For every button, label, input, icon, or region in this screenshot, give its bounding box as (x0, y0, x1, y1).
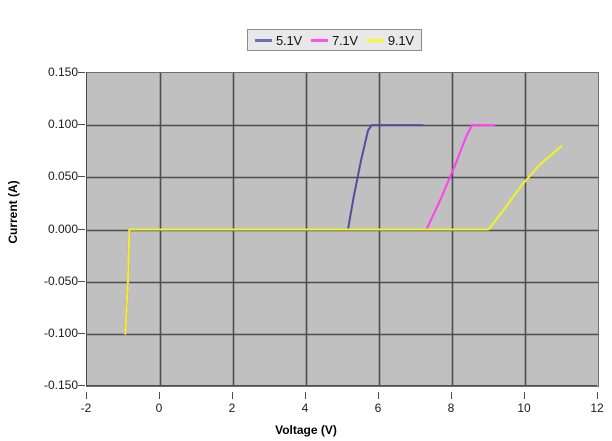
y-tick-mark (78, 332, 85, 334)
x-tick-label: 10 (517, 401, 531, 415)
plot-svg (87, 73, 598, 386)
x-axis-ticks: -2 0 2 4 6 8 10 12 (0, 392, 612, 415)
plot-area (86, 72, 599, 387)
legend-swatch-icon (366, 38, 384, 42)
x-tick-label: 4 (301, 401, 309, 415)
y-axis-title: Current (A) (6, 180, 20, 244)
x-tick-mark (232, 392, 233, 399)
legend-item-label: 5.1V (276, 32, 302, 48)
y-tick-label: -0.050 (43, 273, 78, 288)
y-tick-mark (78, 280, 85, 282)
chart-legend: 5.1V 7.1V 9.1V (247, 29, 422, 51)
legend-item-2[interactable]: 9.1V (366, 32, 414, 48)
legend-item-label: 7.1V (331, 32, 358, 48)
y-tick-label: 0.000 (47, 221, 78, 236)
x-tick-label: 0 (155, 401, 163, 415)
x-tick-mark (305, 392, 306, 399)
y-axis-line (86, 72, 87, 385)
y-tick-mark (78, 176, 85, 178)
y-tick-label: 0.050 (47, 169, 78, 184)
x-tick-mark (159, 392, 160, 399)
x-tick-mark (86, 392, 87, 399)
x-tick-mark (378, 392, 379, 399)
x-tick-label: 8 (447, 401, 455, 415)
y-tick-label: 0.100 (47, 117, 78, 132)
y-tick-mark (78, 124, 85, 126)
legend-item-label: 9.1V (387, 32, 414, 48)
legend-swatch-icon (310, 38, 328, 42)
y-tick-mark (78, 228, 85, 230)
y-tick-label: -0.100 (43, 325, 78, 340)
x-tick-label: -2 (80, 401, 92, 415)
series-line-9.1V (124, 145, 563, 335)
x-axis-title: Voltage (V) (275, 423, 337, 437)
x-axis-line (86, 385, 597, 386)
legend-item-0[interactable]: 5.1V (255, 34, 302, 47)
x-tick-label: 2 (228, 401, 236, 415)
y-tick-label: -0.150 (43, 378, 78, 392)
x-tick-mark (597, 392, 598, 399)
y-tick-mark (78, 385, 85, 386)
data-series-group (124, 124, 563, 335)
x-tick-label: 6 (374, 401, 382, 415)
y-tick-label: 0.150 (47, 65, 78, 79)
x-tick-mark (524, 392, 525, 399)
y-tick-mark (78, 72, 85, 73)
legend-item-1[interactable]: 7.1V (310, 32, 358, 48)
x-tick-mark (451, 392, 452, 399)
legend-swatch-icon (255, 38, 272, 42)
y-axis-ticks: 0.150 0.100 0.050 0.000 -0.050 -0.100 -0.150 (28, 0, 85, 441)
x-tick-label: 12 (590, 401, 604, 415)
